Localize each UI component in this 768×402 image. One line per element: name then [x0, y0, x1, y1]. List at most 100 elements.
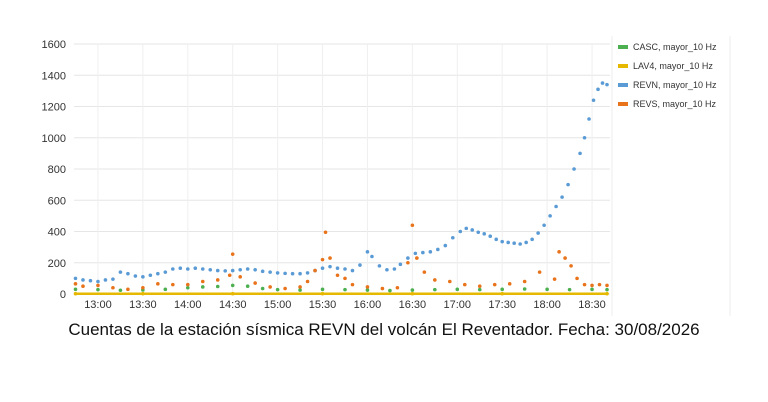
data-point: [343, 287, 347, 292]
data-point: [96, 287, 100, 292]
y-tick-label: 0: [60, 289, 66, 301]
data-point: [462, 282, 467, 287]
data-point: [436, 247, 440, 252]
data-point: [518, 242, 522, 246]
data-point: [605, 291, 609, 296]
data-point: [575, 276, 579, 281]
data-point: [587, 117, 591, 121]
data-point: [578, 151, 582, 156]
data-point: [447, 279, 452, 284]
data-point: [335, 266, 340, 271]
y-tick-label: 600: [48, 195, 66, 207]
legend-swatch: [618, 45, 628, 49]
data-point: [81, 284, 85, 288]
x-tick-label: 13:30: [129, 299, 157, 311]
x-tick-label: 13:00: [84, 299, 112, 311]
data-point: [596, 87, 600, 92]
data-point: [365, 288, 370, 292]
data-point: [600, 81, 605, 85]
data-point: [230, 268, 235, 273]
data-point: [320, 291, 325, 296]
data-point: [328, 256, 332, 260]
data-point: [433, 287, 437, 292]
x-tick-label: 17:00: [444, 299, 472, 311]
data-point: [392, 267, 397, 271]
series: [73, 81, 609, 284]
data-point: [208, 267, 213, 272]
data-point: [163, 287, 168, 292]
x-tick-label: 17:30: [488, 299, 516, 311]
data-point: [320, 257, 325, 262]
data-point: [200, 267, 205, 271]
data-point: [557, 250, 561, 254]
chart-svg: 0 200 400 600 800 1000 1200 1400 1600 13:00 13:30…: [42, 36, 731, 316]
data-point: [298, 288, 302, 292]
data-point: [406, 256, 410, 260]
data-point: [253, 281, 257, 285]
data-point: [415, 256, 419, 260]
data-point: [597, 282, 602, 287]
series: [73, 223, 609, 292]
data-point: [536, 231, 540, 235]
data-point: [268, 285, 272, 289]
data-point: [275, 271, 280, 275]
chart-caption: Cuentas de la estación sísmica REVN del …: [68, 320, 700, 339]
data-point: [88, 278, 93, 283]
data-point: [476, 230, 481, 235]
data-point: [507, 282, 512, 286]
series: [73, 291, 609, 296]
data-point: [223, 269, 228, 273]
data-point: [178, 266, 183, 271]
data-point: [298, 271, 302, 276]
data-point: [73, 276, 78, 281]
data-point: [421, 250, 425, 255]
data-point: [227, 273, 232, 278]
data-point: [73, 287, 78, 292]
data-point: [343, 267, 347, 271]
data-point: [260, 286, 265, 291]
data-point: [591, 98, 596, 103]
data-point: [111, 285, 115, 290]
data-point: [548, 214, 552, 218]
data-point: [365, 250, 370, 254]
data-point: [410, 288, 415, 292]
y-tick-label: 200: [48, 258, 66, 270]
data-point: [260, 269, 265, 274]
data-point: [156, 271, 160, 276]
data-point: [605, 82, 609, 87]
data-point: [163, 270, 168, 274]
data-point: [200, 285, 205, 289]
data-point: [305, 279, 310, 284]
data-point: [141, 285, 145, 290]
y-tick-label: 1200: [42, 102, 66, 114]
data-point: [524, 240, 528, 245]
data-point: [582, 135, 587, 140]
data-point: [500, 287, 505, 292]
data-point: [275, 287, 280, 292]
data-point: [156, 282, 160, 286]
data-point: [185, 285, 190, 290]
data-point: [215, 278, 220, 282]
data-point: [230, 291, 235, 296]
data-point: [141, 291, 145, 296]
data-point: [552, 277, 557, 281]
data-point: [500, 291, 505, 296]
data-point: [567, 287, 572, 292]
data-point: [126, 271, 130, 276]
data-point: [298, 285, 302, 289]
data-point: [537, 270, 542, 274]
data-point: [443, 243, 448, 248]
series-layer: [73, 81, 609, 296]
data-point: [185, 282, 190, 287]
data-point: [500, 239, 505, 244]
data-point: [118, 270, 123, 274]
y-tick-label: 400: [48, 227, 66, 239]
data-point: [305, 271, 310, 275]
data-point: [111, 277, 115, 281]
data-point: [450, 235, 455, 240]
data-point: [335, 273, 340, 278]
legend-swatch: [618, 64, 628, 68]
data-point: [385, 267, 389, 272]
data-point: [545, 287, 549, 292]
data-point: [554, 204, 558, 209]
